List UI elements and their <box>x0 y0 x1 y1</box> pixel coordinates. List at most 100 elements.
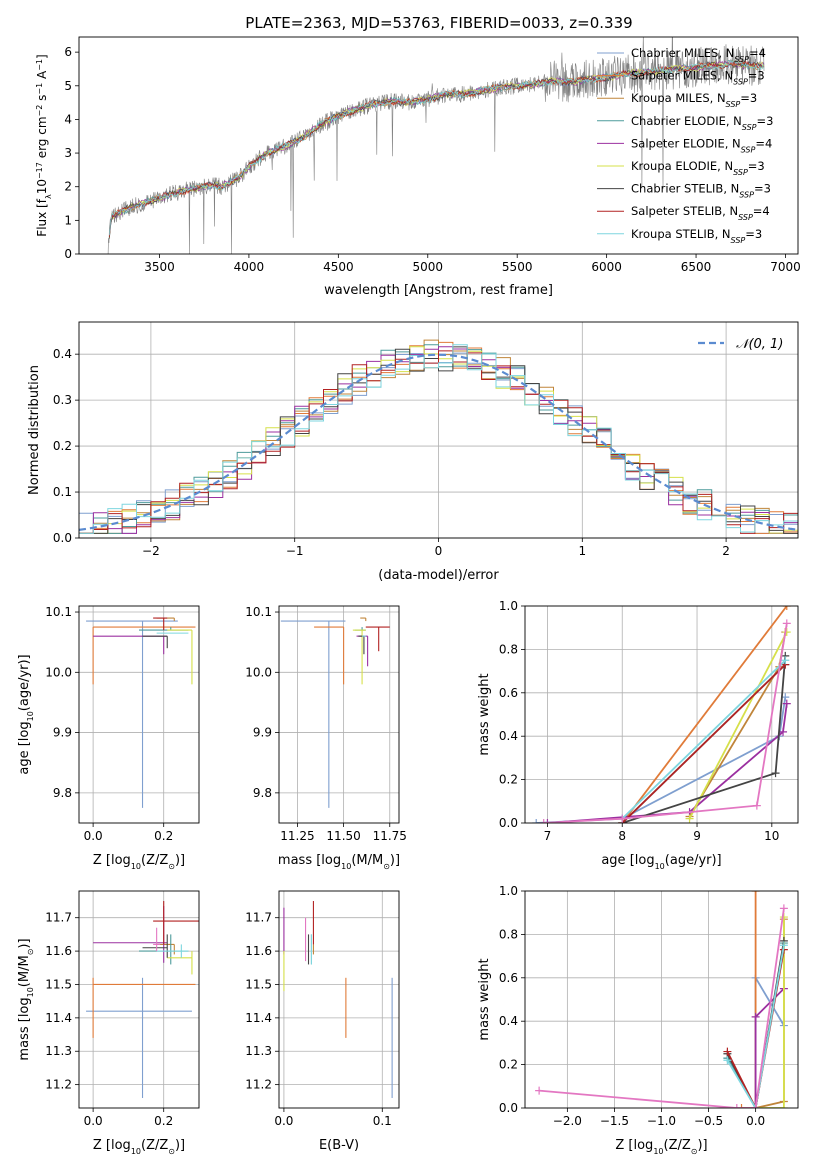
residuals-histogram-panel: −2 −1 0 1 2 0.0 0.1 0.2 0.3 0.4 𝒩(0, 1) (data-model… <box>27 321 799 583</box>
y-tick-label: 11.5 <box>45 977 72 991</box>
x-axis-label-part: Z [log <box>93 853 131 868</box>
x-tick-label: −1.0 <box>647 1114 676 1128</box>
mass-weight-marker <box>779 1104 788 1108</box>
legend-label-part: =3 <box>757 114 774 128</box>
mass-weight-line <box>621 659 786 820</box>
mass-weight-line <box>621 606 788 823</box>
x-tick-label: 5000 <box>412 260 443 274</box>
age-vs-mass-panel: 11.25 11.50 11.75 9.8 9.9 10.0 10.1 mass [log10… <box>245 605 407 870</box>
mass-weight-line <box>741 891 757 1108</box>
legend-label-part: Salpeter STELIB, N <box>631 204 738 218</box>
x-axis-label-part: Z [log <box>615 1138 653 1153</box>
model-spectrum-line <box>109 60 765 238</box>
spectrum-y-label-part: s <box>35 95 49 105</box>
axes-frame <box>78 36 799 255</box>
y-axis-label-part: age [log <box>17 721 32 774</box>
x-tick-label: 1 <box>578 544 586 558</box>
data-point <box>360 617 367 622</box>
normal-distribution-curve <box>79 353 798 531</box>
mass-weight-marker <box>752 801 761 810</box>
y-tick-label: 1.0 <box>499 599 518 613</box>
x-tick-label: 11.50 <box>326 829 360 843</box>
y-tick-label: 9.9 <box>53 726 72 740</box>
spectrum-y-axis-label: Flux [fλ10−17 erg cm−2 s−1 A−1] <box>35 54 53 236</box>
y-tick-label: 11.6 <box>45 944 72 958</box>
x-axis-label: mass [log10(M/M⊙)] <box>278 853 400 871</box>
x-tick-label: 10 <box>764 829 779 843</box>
mass-weight-marker <box>751 1012 760 1021</box>
plot-area <box>535 891 788 1108</box>
legend-label-part: SSP <box>739 190 754 199</box>
legend-label: Chabrier MILES, NSSP=4 <box>631 46 766 64</box>
x-axis-label-part: ⊙ <box>168 862 175 871</box>
legend-label-part: Chabrier STELIB, N <box>631 182 739 196</box>
y-axis-label-part: (M/M <box>17 955 32 987</box>
y-tick-label: 0.4 <box>499 729 518 743</box>
data-point <box>156 943 175 955</box>
spectrum-y-label-part: A <box>35 70 49 83</box>
x-tick-label: −0.5 <box>694 1114 723 1128</box>
y-tick-label: 11.5 <box>245 977 272 991</box>
legend-entry: Kroupa STELIB, NSSP=3 <box>597 227 762 244</box>
y-tick-label: 9.8 <box>253 786 272 800</box>
y-tick-label: 11.6 <box>245 944 272 958</box>
mass-weight-line <box>726 945 785 1108</box>
legend-label-part: =4 <box>749 46 766 60</box>
mass-weight-marker <box>751 891 760 895</box>
legend-label-part: SSP <box>733 168 748 177</box>
x-tick-label: 4000 <box>234 260 265 274</box>
y-axis-label-part: )] <box>17 938 32 948</box>
y-tick-label: 11.3 <box>245 1044 272 1058</box>
y-tick-label: 0.3 <box>53 393 72 407</box>
spectrum-y-label-part: 10 <box>35 179 49 194</box>
figure-title: PLATE=2363, MJD=53763, FIBERID=0033, z=0… <box>245 14 632 32</box>
x-axis-label-part: 10 <box>341 862 351 871</box>
data-point <box>365 626 390 652</box>
y-tick-label: 3 <box>64 146 72 160</box>
residual-histogram-step <box>79 350 798 534</box>
data-point <box>142 934 168 958</box>
legend-label-part: =4 <box>753 204 770 218</box>
age-vs-metallicity-panel: 0.0 0.29.89.910.010.1Z [log10(Z/Z⊙)]age [… <box>17 605 200 871</box>
data-point <box>153 901 199 945</box>
spectrum-y-label-part: erg cm <box>35 116 49 162</box>
y-tick-label: 0.0 <box>499 816 518 830</box>
x-tick-label: 0.2 <box>154 829 173 843</box>
y-tick-label: 0.0 <box>53 531 72 545</box>
y-tick-label: 1.0 <box>499 884 518 898</box>
mass-weight-marker <box>782 606 791 610</box>
y-axis-label-group: mass weight <box>477 958 492 1040</box>
legend-label-part: SSP <box>726 100 741 109</box>
legend-label-part: SSP <box>738 213 753 222</box>
legend-entry: Chabrier MILES, NSSP=4 <box>597 46 766 64</box>
y-tick-label: 9.8 <box>53 786 72 800</box>
data-point <box>86 977 192 1098</box>
legend-label-part: Chabrier ELODIE, N <box>631 114 742 128</box>
x-axis-label-part: 10 <box>131 862 141 871</box>
x-tick-label: 8 <box>618 829 626 843</box>
mass-weight-line <box>539 908 785 1108</box>
x-axis-label-part: )] <box>175 853 185 868</box>
x-tick-label: −2.0 <box>553 1114 582 1128</box>
y-tick-label: 0.6 <box>499 971 518 985</box>
y-tick-label: 0.4 <box>499 1014 518 1028</box>
legend-label: Chabrier STELIB, NSSP=3 <box>631 182 771 200</box>
data-point <box>92 977 196 1038</box>
legend-label-part: SSP <box>741 145 756 154</box>
legend-label: Salpeter STELIB, NSSP=4 <box>631 204 770 222</box>
legend-label-part: =3 <box>745 227 762 241</box>
mass-weight-marker <box>779 727 788 736</box>
residual-y-axis-label-group: Normed distribution <box>27 365 42 495</box>
y-axis-label: mass [log10(M/M⊙)] <box>17 938 35 1060</box>
data-point <box>86 620 178 808</box>
x-tick-label: −2 <box>142 544 160 558</box>
x-axis-label-part: )] <box>175 1138 185 1153</box>
y-tick-label: 0.2 <box>499 773 518 787</box>
y-tick-label: 10.0 <box>45 665 72 679</box>
model-spectrum-line <box>109 60 765 239</box>
residual-legend: 𝒩(0, 1) <box>698 337 783 352</box>
y-tick-label: 2 <box>64 180 72 194</box>
y-axis-label-part: (age/yr)] <box>17 654 32 711</box>
